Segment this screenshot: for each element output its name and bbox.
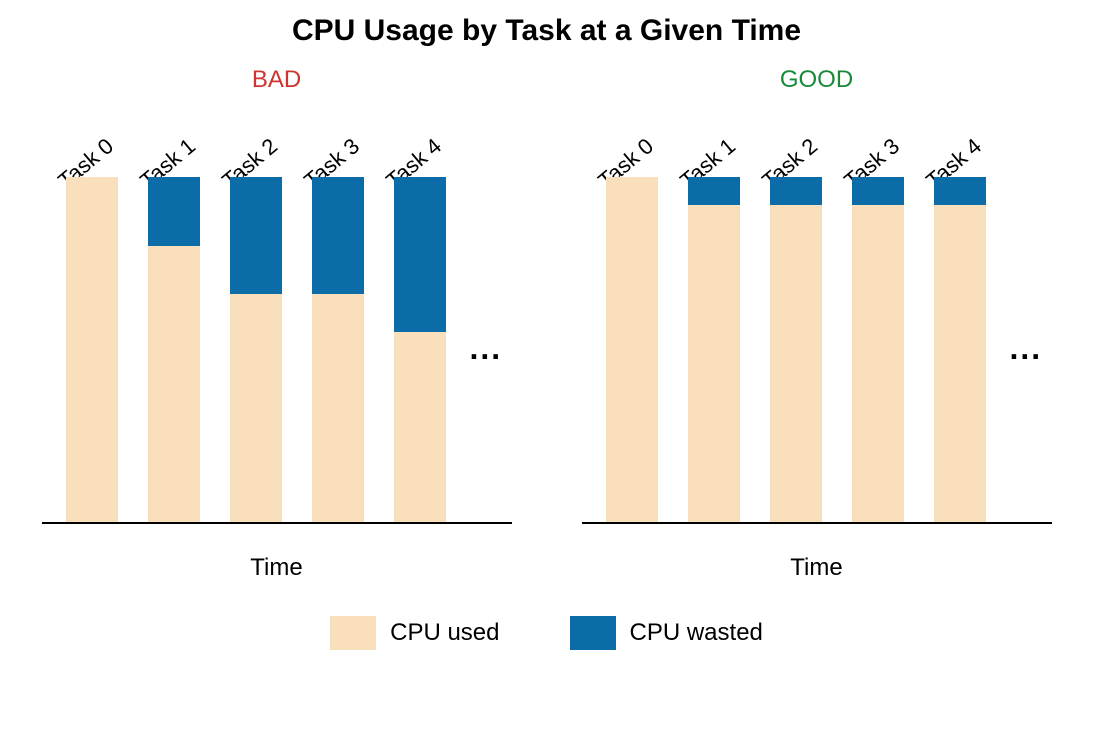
legend-label: CPU used [390,619,499,647]
ellipsis: ... [1010,330,1043,367]
panel-label-bad: BAD [42,66,512,94]
legend-item: CPU used [330,616,499,650]
bar-segment-wasted [688,177,740,205]
bar-segment-used [230,294,282,522]
bar-segment-used [934,205,986,522]
bar [852,177,904,522]
bar-segment-wasted [394,177,446,332]
x-axis [582,522,1052,524]
bar-segment-wasted [770,177,822,205]
bar-segment-used [688,205,740,522]
bar-segment-wasted [934,177,986,205]
bar-segment-used [148,246,200,522]
panel-label-good: GOOD [582,66,1052,94]
bar-segment-used [770,205,822,522]
bar-segment-used [394,332,446,522]
x-axis-label: Time [42,554,512,582]
legend-item: CPU wasted [570,616,763,650]
bar [770,177,822,522]
legend: CPU used CPU wasted [0,616,1093,650]
bar [312,177,364,522]
chart-area-good: Task 0Task 1Task 2Task 3Task 4... [582,104,1052,522]
bar-segment-used [852,205,904,522]
panel-good: GOOD Task 0Task 1Task 2Task 3Task 4... Tim… [582,66,1052,582]
chart-area-bad: Task 0Task 1Task 2Task 3Task 4... [42,104,512,522]
bar [148,177,200,522]
bar-segment-wasted [312,177,364,294]
bar [394,177,446,522]
bar [688,177,740,522]
bar-segment-used [66,177,118,522]
legend-label: CPU wasted [630,619,763,647]
ellipsis: ... [470,330,503,367]
x-axis [42,522,512,524]
legend-swatch [570,616,616,650]
bar-segment-used [312,294,364,522]
bar-segment-wasted [852,177,904,205]
bar [66,177,118,522]
x-axis-label: Time [582,554,1052,582]
bar [230,177,282,522]
legend-swatch [330,616,376,650]
panels-container: BAD Task 0Task 1Task 2Task 3Task 4... Time… [0,66,1093,582]
bar [934,177,986,522]
chart-title: CPU Usage by Task at a Given Time [0,0,1093,48]
bar-segment-wasted [148,177,200,246]
bar [606,177,658,522]
panel-bad: BAD Task 0Task 1Task 2Task 3Task 4... Time [42,66,512,582]
bar-segment-wasted [230,177,282,294]
bar-segment-used [606,177,658,522]
